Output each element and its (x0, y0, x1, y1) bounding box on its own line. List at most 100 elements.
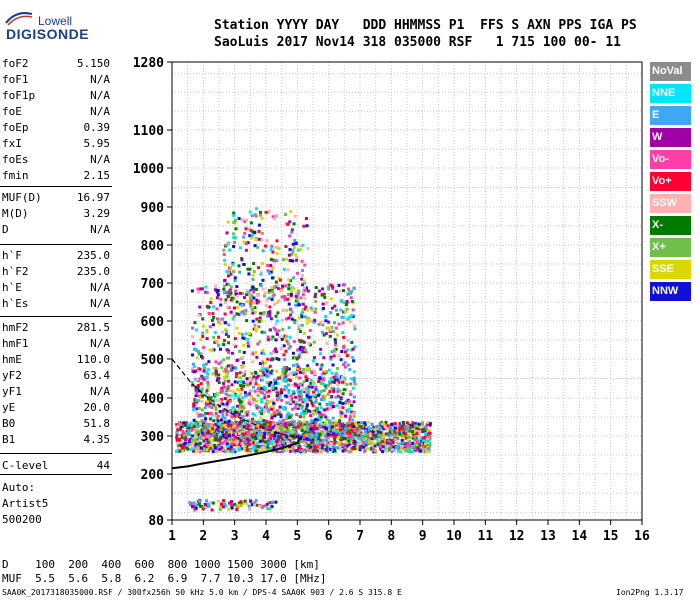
echo-point (408, 430, 412, 434)
echo-point (232, 424, 236, 428)
legend-item: E (650, 106, 691, 125)
echo-point (291, 356, 295, 360)
echo-point (346, 292, 350, 296)
echo-point (414, 442, 418, 446)
echo-point (288, 335, 292, 339)
echo-point (284, 213, 288, 217)
echo-point (411, 425, 415, 429)
echo-point (207, 360, 211, 364)
echo-point (245, 377, 249, 381)
echo-point (322, 371, 326, 375)
echo-point (294, 427, 298, 431)
echo-point (285, 401, 289, 405)
echo-point (334, 420, 338, 424)
echo-point (206, 396, 210, 400)
echo-point (344, 302, 348, 306)
echo-point (279, 435, 283, 439)
echo-point (224, 430, 228, 434)
echo-point (335, 404, 339, 408)
echo-point (300, 339, 304, 343)
echo-point (239, 435, 243, 439)
echo-point (183, 437, 187, 441)
echo-point (244, 309, 248, 313)
echo-point (299, 244, 303, 248)
x-tick-label: 16 (634, 529, 650, 544)
echo-point (314, 445, 318, 449)
echo-point (237, 264, 241, 268)
echo-point (248, 296, 252, 300)
echo-point (183, 441, 187, 445)
echo-point (372, 434, 376, 438)
echo-point (227, 413, 231, 417)
echo-point (274, 280, 278, 284)
echo-point (187, 423, 191, 427)
param-value: N/A (90, 73, 110, 86)
echo-point (306, 421, 310, 425)
echo-point (319, 406, 323, 410)
echo-point (230, 296, 234, 300)
param-name: fxI (2, 137, 22, 150)
echo-point (278, 420, 282, 424)
echo-point (196, 433, 200, 437)
echo-point (415, 441, 419, 445)
echo-point (281, 438, 285, 442)
echo-point (424, 432, 428, 436)
echo-point (323, 441, 327, 445)
echo-point (222, 375, 226, 379)
echo-point (292, 287, 296, 291)
echo-point (338, 441, 342, 445)
echo-point (285, 414, 289, 418)
echo-point (213, 446, 217, 450)
echo-point (342, 432, 346, 436)
echo-point (197, 429, 201, 433)
echo-point (291, 420, 295, 424)
echo-point (251, 412, 255, 416)
echo-point (302, 424, 306, 428)
echo-point (260, 442, 264, 446)
echo-point (419, 439, 423, 443)
echo-point (314, 400, 318, 404)
echo-point (237, 412, 241, 416)
echo-point (347, 439, 351, 443)
echo-point (403, 448, 407, 452)
echo-point (346, 401, 350, 405)
echo-point (231, 406, 235, 410)
echo-point (353, 433, 357, 437)
echo-point (301, 268, 305, 272)
echo-point (204, 412, 208, 416)
echo-point (273, 431, 277, 435)
echo-point (339, 396, 343, 400)
echo-point (337, 380, 341, 384)
echo-point (357, 433, 361, 437)
echo-point (325, 301, 329, 305)
echo-point (249, 436, 253, 440)
echo-point (344, 443, 348, 447)
echo-point (311, 404, 315, 408)
param-value: 20.0 (83, 401, 111, 414)
echo-point (207, 502, 211, 506)
echo-point (268, 310, 272, 314)
echo-point (306, 390, 310, 394)
echo-point (246, 344, 250, 348)
echo-point (225, 365, 229, 369)
echo-point (254, 449, 258, 453)
echo-point (270, 358, 274, 362)
echo-point (269, 412, 273, 416)
echo-point (319, 415, 323, 419)
echo-point (238, 421, 242, 425)
echo-point (341, 331, 345, 335)
echo-point (241, 418, 245, 422)
echo-point (313, 441, 317, 445)
param-name: foEs (2, 153, 29, 166)
param-value: 235.0 (76, 249, 110, 262)
echo-point (279, 388, 283, 392)
echo-point (249, 499, 253, 503)
echo-point (341, 406, 345, 410)
echo-point (175, 425, 179, 429)
echo-point (224, 504, 228, 508)
echo-point (346, 338, 350, 342)
echo-point (210, 434, 214, 438)
echo-point (270, 288, 274, 292)
echo-point (204, 422, 208, 426)
echo-point (268, 382, 272, 386)
